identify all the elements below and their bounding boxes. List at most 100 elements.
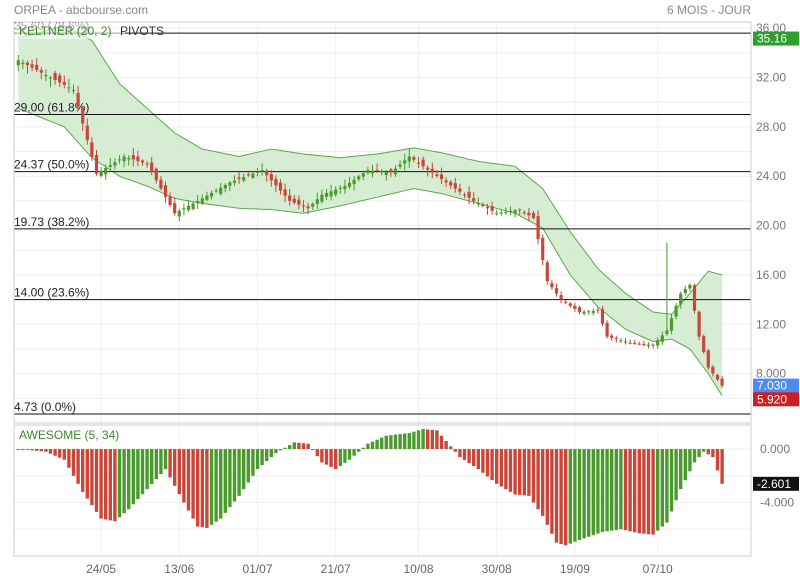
ao-bar <box>163 449 168 470</box>
ao-bar <box>545 449 549 525</box>
candle-body <box>343 186 347 190</box>
candle-body <box>596 309 600 311</box>
candle-body <box>76 93 80 107</box>
ao-bar <box>633 449 637 533</box>
candle-body <box>25 62 30 66</box>
candle-body <box>260 170 264 172</box>
ao-bar <box>297 442 301 450</box>
candle-body <box>117 159 122 161</box>
ao-bar <box>361 447 365 450</box>
candle-body <box>315 199 319 205</box>
ao-bar <box>177 449 181 495</box>
ao-bar <box>104 449 108 520</box>
legend-pivots: PIVOTS <box>120 24 164 38</box>
ao-bar <box>223 449 227 513</box>
price-tick-label: 8.000 <box>756 367 786 381</box>
candle-body <box>587 311 591 313</box>
candle-body <box>30 64 34 68</box>
ao-bar <box>495 449 499 484</box>
ao-bar <box>679 449 683 490</box>
candle-body <box>246 174 250 176</box>
candle-body <box>366 170 370 174</box>
reference-badge: 35.16 <box>757 32 787 46</box>
ao-bar <box>168 449 172 478</box>
ao-bar <box>16 449 20 451</box>
ao-bar <box>711 449 715 458</box>
candle-body <box>674 305 678 317</box>
candle-body <box>113 162 117 166</box>
candle-body <box>692 285 697 311</box>
candle-body <box>311 203 315 207</box>
ao-bar <box>462 449 467 461</box>
pivot-label: 14.00 (23.6%) <box>14 286 89 300</box>
period-label[interactable]: 6 MOIS - JOUR <box>666 3 751 17</box>
candle-body <box>62 81 66 85</box>
candle-body <box>278 182 283 191</box>
ao-value-badge-bg <box>753 476 799 491</box>
ao-bar <box>145 449 149 490</box>
candle-body <box>214 190 218 192</box>
ao-bar <box>458 449 462 458</box>
candle-body <box>393 168 398 175</box>
candle-body <box>274 179 278 186</box>
candle-body <box>90 142 94 157</box>
ao-bar <box>619 449 623 530</box>
ao-bar <box>306 443 310 450</box>
ao-bar <box>94 449 99 512</box>
ao-bar <box>637 449 641 534</box>
candle-body <box>554 288 559 294</box>
keltner-upper-line <box>18 25 723 315</box>
candle-body <box>564 301 568 303</box>
candle-body <box>577 307 582 312</box>
candle-body <box>283 189 287 196</box>
candle-body <box>573 305 577 309</box>
candle-body <box>656 340 660 346</box>
ao-bar <box>646 449 651 535</box>
candle-body <box>177 210 181 217</box>
ao-bar <box>58 449 62 458</box>
ao-bar <box>720 449 724 484</box>
candle-body <box>99 170 103 176</box>
candle-body <box>623 341 628 343</box>
candle-body <box>205 195 209 200</box>
ao-bar <box>518 449 522 495</box>
ao-bar <box>389 435 393 450</box>
ao-bar <box>715 449 720 471</box>
candle-body <box>706 350 710 368</box>
last-low-badge-bg <box>753 392 799 407</box>
ao-bar <box>591 449 595 536</box>
ao-bar <box>255 449 260 470</box>
candle-body <box>361 173 365 177</box>
candle-body <box>715 375 720 380</box>
candle-body <box>292 198 296 203</box>
ao-bar <box>182 449 186 503</box>
ao-bar <box>407 433 411 450</box>
candle-body <box>403 160 407 164</box>
candle-body <box>265 170 269 176</box>
candle-body <box>665 330 669 334</box>
x-tick-label: 21/07 <box>321 562 351 576</box>
ao-bar <box>108 449 112 521</box>
candle-body <box>269 174 273 181</box>
ao-bar <box>62 449 66 460</box>
candle-body <box>219 187 223 194</box>
ao-bar <box>219 449 223 519</box>
candle-body <box>306 206 310 209</box>
ao-bar <box>44 449 48 452</box>
candle-body <box>108 165 112 167</box>
ao-bar <box>577 449 582 540</box>
candle-body <box>642 343 646 345</box>
candle-body <box>35 64 39 71</box>
ao-bar <box>311 449 315 451</box>
ao-bar <box>186 449 191 511</box>
last-price-badge: 7.030 <box>757 379 787 393</box>
ao-bar <box>531 449 536 503</box>
ao-bar <box>315 449 319 457</box>
price-tick-label: 24.00 <box>756 169 786 183</box>
ao-bar <box>136 449 140 500</box>
candle-body <box>191 203 195 209</box>
candle-body <box>375 170 379 172</box>
ao-bar <box>660 449 664 527</box>
candle-body <box>223 185 227 189</box>
candle-body <box>357 176 361 180</box>
